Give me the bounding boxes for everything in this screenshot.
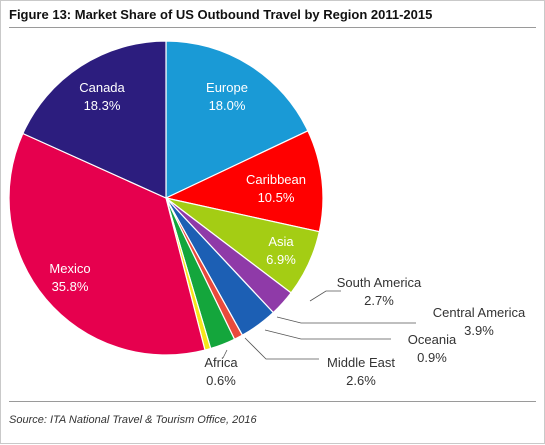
pie-slice-europe [165, 40, 309, 199]
slice-label-canada: Canada [79, 80, 125, 95]
slice-label-central-america: Central America [433, 305, 526, 320]
slice-label-asia: Asia [268, 234, 294, 249]
leader-line-oceania [264, 329, 391, 340]
slice-label-south-america: South America [337, 275, 422, 290]
pie-slices [8, 40, 324, 356]
slice-value-asia: 6.9% [266, 252, 296, 267]
slice-label-oceania: Oceania [408, 332, 457, 347]
pie-slice-mexico [8, 132, 206, 356]
slice-value-middle-east: 2.6% [346, 373, 376, 388]
slice-label-caribbean: Caribbean [246, 172, 306, 187]
slice-value-mexico: 35.8% [52, 279, 89, 294]
figure-title: Figure 13: Market Share of US Outbound T… [9, 7, 433, 22]
slice-label-mexico: Mexico [49, 261, 90, 276]
slice-value-canada: 18.3% [84, 98, 121, 113]
top-rule [9, 27, 536, 28]
slice-value-oceania: 0.9% [417, 350, 447, 365]
slice-labels: Europe 18.0% Caribbean 10.5% Asia 6.9% South A… [49, 80, 526, 388]
pie-slice-canada [22, 40, 167, 199]
source-note: Source: ITA National Travel & Tourism Of… [9, 414, 257, 426]
slice-value-south-america: 2.7% [364, 293, 394, 308]
slice-label-middle-east: Middle East [327, 355, 395, 370]
leader-line-south-america [309, 290, 341, 302]
leader-line-middle-east [244, 337, 319, 360]
bottom-rule [9, 401, 536, 402]
slice-value-caribbean: 10.5% [258, 190, 295, 205]
leader-line-central-america [276, 316, 416, 324]
slice-value-europe: 18.0% [209, 98, 246, 113]
slice-label-europe: Europe [206, 80, 248, 95]
leader-lines [222, 290, 416, 360]
slice-label-africa: Africa [204, 355, 238, 370]
leader-line-africa [222, 349, 228, 359]
slice-value-africa: 0.6% [206, 373, 236, 388]
slice-value-central-america: 3.9% [464, 323, 494, 338]
